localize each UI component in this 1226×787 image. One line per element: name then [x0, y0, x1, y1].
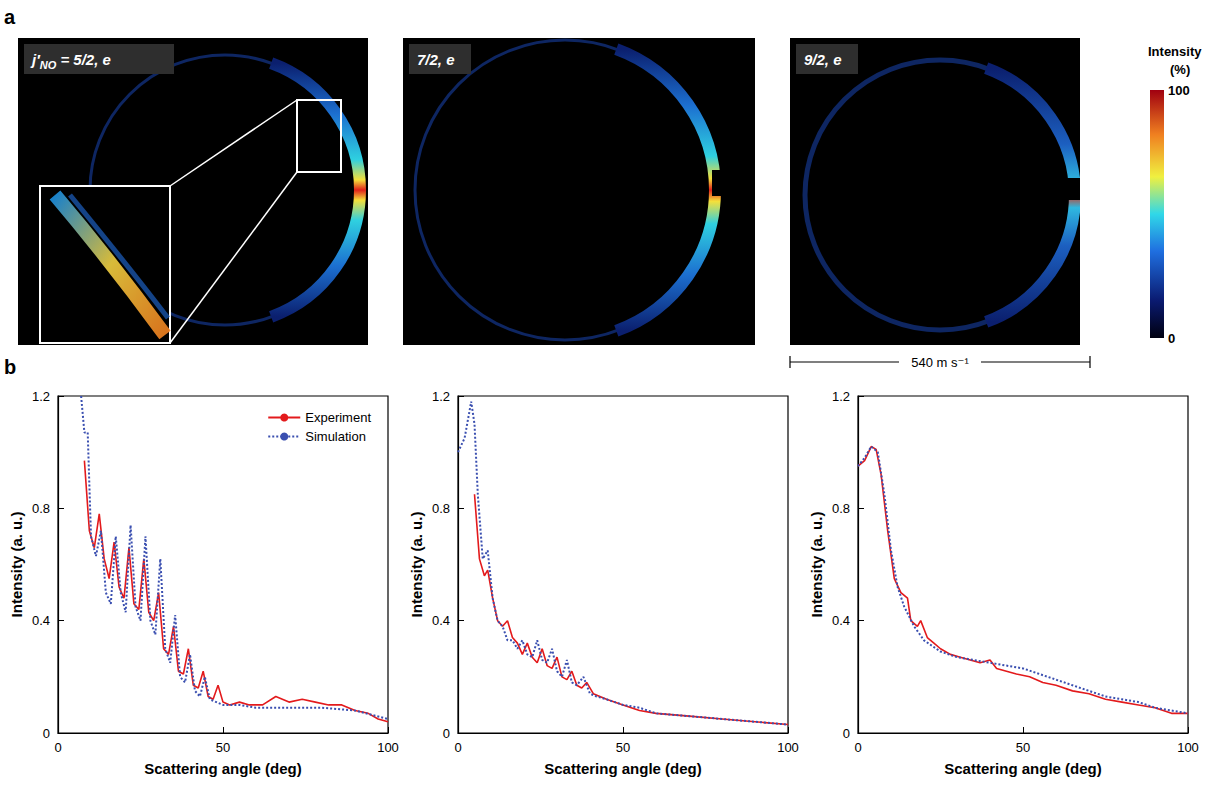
svg-text:a: a — [4, 6, 16, 28]
svg-text:1.2: 1.2 — [832, 389, 850, 404]
svg-text:Intensity (a. u.): Intensity (a. u.) — [8, 512, 25, 618]
svg-text:0.4: 0.4 — [32, 613, 50, 628]
svg-text:(%): (%) — [1170, 62, 1190, 77]
svg-text:0.8: 0.8 — [432, 501, 450, 516]
svg-text:50: 50 — [1016, 740, 1030, 755]
svg-text:0: 0 — [854, 740, 861, 755]
svg-text:100: 100 — [377, 740, 399, 755]
svg-text:0.4: 0.4 — [832, 613, 850, 628]
svg-text:Intensity (a. u.): Intensity (a. u.) — [808, 512, 825, 618]
svg-text:100: 100 — [777, 740, 799, 755]
svg-text:Experiment: Experiment — [305, 410, 371, 425]
svg-text:b: b — [4, 356, 16, 378]
svg-text:50: 50 — [216, 740, 230, 755]
svg-text:0: 0 — [843, 726, 850, 741]
svg-text:100: 100 — [1168, 83, 1190, 98]
svg-text:Intensity: Intensity — [1148, 44, 1202, 59]
svg-text:1.2: 1.2 — [432, 389, 450, 404]
svg-text:0: 0 — [443, 726, 450, 741]
svg-text:Scattering angle (deg): Scattering angle (deg) — [544, 760, 702, 777]
svg-text:0.8: 0.8 — [32, 501, 50, 516]
svg-text:j′NO = 5/2, e: j′NO = 5/2, e — [30, 51, 111, 71]
svg-text:Simulation: Simulation — [305, 429, 366, 444]
svg-text:Scattering angle (deg): Scattering angle (deg) — [144, 760, 302, 777]
svg-text:100: 100 — [1177, 740, 1199, 755]
svg-text:0.8: 0.8 — [832, 501, 850, 516]
svg-text:Intensity (a. u.): Intensity (a. u.) — [408, 512, 425, 618]
svg-text:Scattering angle (deg): Scattering angle (deg) — [944, 760, 1102, 777]
svg-text:9/2, e: 9/2, e — [804, 51, 842, 68]
svg-text:1.2: 1.2 — [32, 389, 50, 404]
svg-text:0: 0 — [454, 740, 461, 755]
svg-text:540 m s⁻¹: 540 m s⁻¹ — [911, 355, 969, 370]
svg-text:7/2, e: 7/2, e — [417, 51, 455, 68]
svg-text:0.4: 0.4 — [432, 613, 450, 628]
svg-text:50: 50 — [616, 740, 630, 755]
svg-text:0: 0 — [54, 740, 61, 755]
svg-text:0: 0 — [1168, 331, 1175, 346]
svg-text:0: 0 — [43, 726, 50, 741]
